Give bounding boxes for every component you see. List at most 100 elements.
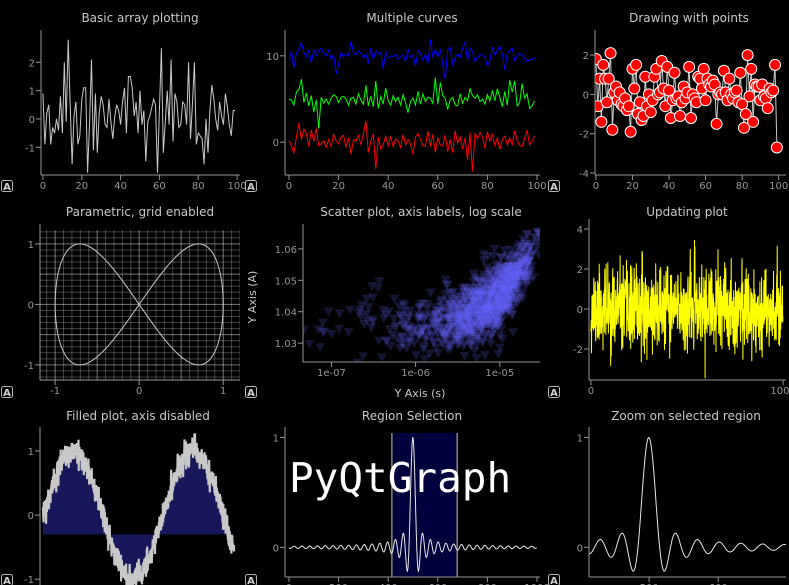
autorange-button[interactable]: A bbox=[245, 180, 257, 194]
scatter-point bbox=[528, 247, 539, 257]
scatter-point bbox=[487, 300, 498, 310]
scatter-point bbox=[515, 277, 526, 287]
scatter-point bbox=[461, 311, 472, 321]
scatter-point bbox=[442, 281, 453, 291]
scatter-point bbox=[516, 244, 527, 254]
scatter-point bbox=[442, 314, 453, 324]
scatter-point bbox=[440, 334, 451, 344]
autorange-button[interactable]: A bbox=[548, 180, 560, 194]
scatter-point bbox=[454, 308, 465, 318]
scatter-point bbox=[466, 310, 477, 320]
scatter-point bbox=[452, 328, 463, 338]
scatter-point bbox=[454, 332, 465, 342]
scatter-point bbox=[485, 301, 496, 311]
scatter-point bbox=[470, 318, 481, 328]
scatter-point bbox=[486, 330, 497, 340]
scatter-point bbox=[501, 303, 512, 313]
scatter-point bbox=[468, 298, 479, 308]
scatter-point bbox=[463, 312, 474, 322]
y-tick-label: 0 bbox=[583, 90, 589, 101]
scatter-point bbox=[466, 302, 477, 312]
scatter-point bbox=[466, 327, 477, 337]
scatter-point bbox=[501, 304, 512, 314]
scatter-point bbox=[475, 310, 486, 320]
scatter-point bbox=[476, 309, 487, 319]
scatter-point bbox=[485, 291, 496, 301]
series-line-1 bbox=[288, 77, 535, 129]
scatter-point bbox=[500, 281, 511, 291]
data-point bbox=[624, 125, 637, 138]
scatter-point bbox=[499, 266, 510, 276]
scatter-point bbox=[492, 314, 503, 324]
scatter-point bbox=[495, 270, 506, 280]
scatter-point bbox=[462, 330, 473, 340]
scatter-point bbox=[343, 328, 354, 338]
autorange-button[interactable]: A bbox=[1, 180, 13, 194]
scatter-point bbox=[455, 327, 466, 337]
autorange-button[interactable]: A bbox=[1, 574, 13, 585]
scatter-point bbox=[468, 277, 479, 287]
data-point bbox=[739, 108, 752, 121]
scatter-point bbox=[489, 244, 500, 254]
scatter-point bbox=[403, 337, 414, 347]
scatter-point bbox=[407, 331, 418, 341]
scatter-point bbox=[473, 332, 484, 342]
scatter-point bbox=[496, 288, 507, 298]
scatter-point bbox=[489, 312, 500, 322]
scatter-point bbox=[501, 266, 512, 276]
scatter-point bbox=[490, 261, 501, 271]
scatter-point bbox=[500, 299, 511, 309]
scatter-point bbox=[485, 310, 496, 320]
scatter-point bbox=[504, 280, 515, 290]
scatter-point bbox=[422, 299, 433, 309]
scatter-point bbox=[497, 281, 508, 291]
scatter-point bbox=[469, 269, 480, 279]
scatter-point bbox=[482, 294, 493, 304]
scatter-point bbox=[477, 301, 488, 311]
scatter-point bbox=[458, 304, 469, 314]
scatter-point bbox=[492, 315, 503, 325]
scatter-point bbox=[496, 284, 507, 294]
x-tick-label: 600 bbox=[428, 583, 447, 585]
scatter-point bbox=[463, 316, 474, 326]
autorange-button[interactable]: A bbox=[548, 574, 560, 585]
scatter-point bbox=[473, 288, 484, 298]
scatter-point bbox=[465, 304, 476, 314]
scatter-point bbox=[397, 299, 408, 309]
scatter-point bbox=[489, 319, 500, 329]
scatter-point bbox=[522, 256, 533, 266]
scatter-point bbox=[507, 271, 518, 281]
data-point bbox=[644, 106, 657, 119]
scatter-point bbox=[488, 295, 499, 305]
plot-area bbox=[288, 39, 535, 172]
scatter-point bbox=[491, 275, 502, 285]
scatter-point bbox=[453, 302, 464, 312]
scatter-point bbox=[521, 249, 532, 259]
scatter-point bbox=[491, 313, 502, 323]
scatter-point bbox=[502, 285, 513, 295]
scatter-point bbox=[489, 289, 500, 299]
scatter-point bbox=[478, 318, 489, 328]
scatter-point bbox=[459, 325, 470, 335]
scatter-point bbox=[378, 305, 389, 315]
x-tick-label: 0 bbox=[286, 181, 292, 192]
scatter-point bbox=[505, 282, 516, 292]
scatter-point bbox=[512, 266, 523, 276]
autorange-button[interactable]: A bbox=[245, 574, 257, 585]
autorange-button[interactable]: A bbox=[1, 386, 13, 400]
scatter-point bbox=[478, 250, 489, 260]
scatter-point bbox=[500, 287, 511, 297]
autorange-button[interactable]: A bbox=[548, 386, 560, 400]
scatter-point bbox=[461, 304, 472, 314]
scatter-point bbox=[394, 310, 405, 320]
scatter-point bbox=[471, 334, 482, 344]
scatter-point bbox=[496, 270, 507, 280]
scatter-point bbox=[477, 304, 488, 314]
scatter-point bbox=[472, 309, 483, 319]
scatter-point bbox=[459, 339, 470, 349]
scatter-point bbox=[424, 324, 435, 334]
autorange-button[interactable]: A bbox=[245, 386, 257, 400]
scatter-point bbox=[495, 331, 506, 341]
scatter-point bbox=[443, 288, 454, 298]
